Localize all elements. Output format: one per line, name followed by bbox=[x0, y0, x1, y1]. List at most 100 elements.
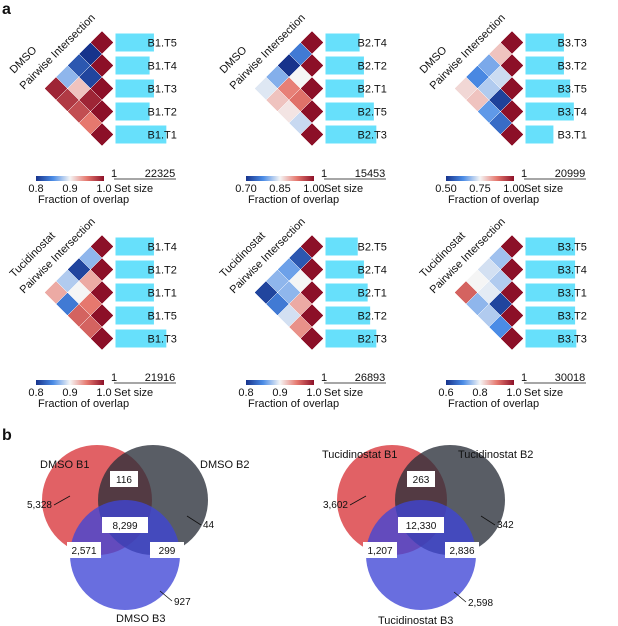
venn-circle bbox=[70, 500, 180, 610]
venn-count-ac: 2,571 bbox=[71, 546, 96, 557]
set-size-axis-one: 1 bbox=[321, 372, 327, 384]
set-size-bar bbox=[525, 125, 554, 144]
set-size-max: 21916 bbox=[145, 372, 176, 384]
set-size-max: 20999 bbox=[555, 168, 586, 180]
set-size-max: 26893 bbox=[355, 372, 386, 384]
set-size-axis-one: 1 bbox=[521, 372, 527, 384]
venn-leader-line bbox=[159, 590, 173, 602]
colorbar-title: Fraction of overlap bbox=[448, 194, 539, 206]
colorbar-tick: 0.9 bbox=[62, 387, 77, 399]
set-size-bar bbox=[525, 102, 574, 121]
colorbar bbox=[446, 176, 514, 181]
colorbar-tick: 0.8 bbox=[28, 183, 43, 195]
venn-diagram: Tucidinostat B1 Tucidinostat B2 Tucidinost… bbox=[322, 445, 533, 626]
colorbar-title: Fraction of overlap bbox=[38, 398, 129, 410]
set-size-bar bbox=[525, 33, 564, 52]
set-label: B3.T1 bbox=[558, 130, 587, 142]
set-label: B1.T5 bbox=[148, 311, 177, 323]
colorbar-title: Fraction of overlap bbox=[448, 398, 539, 410]
set-size-max: 22325 bbox=[145, 168, 176, 180]
set-label: B2.T4 bbox=[358, 265, 387, 277]
venn-count-ab: 116 bbox=[116, 475, 132, 486]
heatmap-cell bbox=[288, 111, 313, 135]
set-size-axis-label: Set size bbox=[524, 183, 563, 195]
set-size-axis-one: 1 bbox=[111, 168, 117, 180]
set-size-max: 15453 bbox=[355, 168, 386, 180]
venn-count-abc: 12,330 bbox=[406, 521, 437, 532]
venn-count-ac: 1,207 bbox=[367, 546, 392, 557]
colorbar-tick: 0.85 bbox=[269, 183, 290, 195]
set-size-bar bbox=[115, 260, 154, 279]
set-size-bar bbox=[525, 329, 577, 348]
set-size-bar bbox=[325, 260, 364, 279]
colorbar-tick: 0.75 bbox=[469, 183, 490, 195]
set-label: B3.T3 bbox=[558, 38, 587, 50]
venn-count-only_c: 927 bbox=[174, 597, 191, 608]
venn-set-label: DMSO B1 bbox=[40, 459, 90, 471]
venn-diagram: DMSO B1 DMSO B2 DMSO B3 116 8,299 2,571 299 5,3… bbox=[27, 445, 250, 625]
colorbar-tick: 1.00 bbox=[303, 183, 324, 195]
venn-set-label: Tucidinostat B2 bbox=[458, 449, 533, 461]
set-label: B1.T5 bbox=[148, 38, 177, 50]
set-size-bar bbox=[115, 33, 154, 52]
set-size-axis-label: Set size bbox=[114, 183, 153, 195]
set-label: B2.T3 bbox=[358, 334, 387, 346]
set-size-axis-one: 1 bbox=[521, 168, 527, 180]
set-label: B1.T3 bbox=[148, 84, 177, 96]
heatmap-block: B2.T5B2.T4B2.T1B2.T2B2.T3TucidinostatPai… bbox=[218, 216, 387, 410]
venn-count-box bbox=[445, 542, 479, 558]
set-label: B1.T1 bbox=[148, 130, 177, 142]
set-label: B2.T4 bbox=[358, 38, 387, 50]
set-size-bar bbox=[325, 33, 360, 52]
heatmap-block: B3.T5B3.T4B3.T1B3.T2B3.T3TucidinostatPai… bbox=[418, 216, 587, 410]
set-size-axis-label: Set size bbox=[324, 183, 363, 195]
venn-count-box bbox=[363, 542, 397, 558]
colorbar-tick: 1.0 bbox=[96, 387, 111, 399]
heatmap-cell bbox=[288, 315, 313, 339]
set-label: B2.T2 bbox=[358, 61, 387, 73]
set-size-bar bbox=[115, 56, 150, 75]
set-size-bar bbox=[115, 329, 167, 348]
set-label: B2.T1 bbox=[358, 288, 387, 300]
colorbar-tick: 1.00 bbox=[503, 183, 524, 195]
colorbar bbox=[36, 176, 104, 181]
panel-b-label: b bbox=[2, 427, 12, 444]
set-size-bar bbox=[115, 306, 154, 325]
set-label: B1.T2 bbox=[148, 265, 177, 277]
set-size-axis-label: Set size bbox=[324, 387, 363, 399]
colorbar-tick: 1.0 bbox=[306, 387, 321, 399]
set-label: B2.T2 bbox=[358, 311, 387, 323]
set-label: B1.T4 bbox=[148, 61, 177, 73]
colorbar bbox=[446, 380, 514, 385]
set-size-axis-one: 1 bbox=[111, 372, 117, 384]
colorbar-tick: 0.9 bbox=[62, 183, 77, 195]
venn-count-only_a: 5,328 bbox=[27, 500, 52, 511]
venn-count-only_b: 342 bbox=[497, 520, 514, 531]
venn-count-only_b: 44 bbox=[203, 520, 215, 531]
set-size-bar bbox=[525, 260, 576, 279]
set-size-bar bbox=[325, 237, 358, 256]
venn-count-bc: 299 bbox=[159, 546, 176, 557]
venn-set-label: Tucidinostat B3 bbox=[378, 615, 453, 626]
venn-count-only_a: 3,602 bbox=[323, 500, 348, 511]
venn-leader-line bbox=[453, 591, 467, 603]
venn-count-box bbox=[67, 542, 101, 558]
set-size-bar bbox=[325, 306, 371, 325]
venn-leader-line bbox=[480, 515, 496, 526]
set-size-bar bbox=[525, 283, 576, 302]
set-label: B3.T3 bbox=[558, 334, 587, 346]
set-label: B3.T2 bbox=[558, 311, 587, 323]
colorbar-tick: 0.50 bbox=[435, 183, 456, 195]
heatmap-cell bbox=[78, 111, 103, 135]
venn-set-label: DMSO B3 bbox=[116, 613, 166, 625]
venn-circle bbox=[366, 500, 476, 610]
set-label: B2.T3 bbox=[358, 130, 387, 142]
set-label: B2.T5 bbox=[358, 107, 387, 119]
set-size-axis-one: 1 bbox=[321, 168, 327, 180]
set-size-bar bbox=[525, 306, 576, 325]
venn-count-box bbox=[407, 471, 435, 487]
colorbar-title: Fraction of overlap bbox=[248, 398, 339, 410]
